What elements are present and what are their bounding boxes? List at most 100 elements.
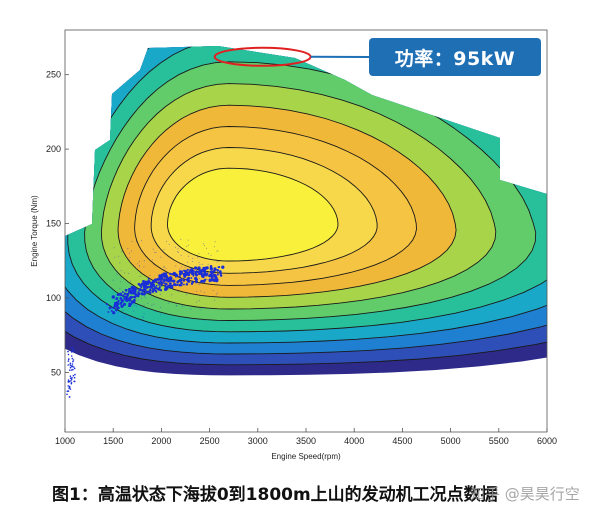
contour-band bbox=[167, 168, 338, 261]
operating-point bbox=[192, 258, 194, 259]
operating-point bbox=[155, 310, 157, 312]
operating-point bbox=[204, 245, 205, 246]
x-tick-label: 1000 bbox=[55, 436, 75, 446]
operating-point bbox=[67, 379, 70, 381]
operating-point bbox=[200, 279, 204, 283]
x-tick-label: 4000 bbox=[344, 436, 364, 446]
operating-point bbox=[202, 269, 205, 273]
operating-point bbox=[133, 310, 135, 312]
operating-point bbox=[67, 353, 70, 356]
operating-point bbox=[74, 373, 76, 376]
y-axis-label: Engine Torque (Nm) bbox=[30, 195, 39, 267]
operating-point bbox=[148, 288, 152, 292]
operating-point bbox=[186, 294, 188, 296]
operating-point bbox=[152, 287, 155, 291]
operating-point bbox=[69, 362, 72, 365]
operating-point bbox=[141, 316, 143, 318]
operating-point bbox=[198, 262, 200, 263]
operating-point bbox=[168, 243, 170, 245]
operating-point bbox=[166, 285, 170, 289]
operating-point bbox=[177, 252, 179, 253]
operating-point bbox=[176, 280, 179, 284]
operating-point bbox=[167, 302, 169, 304]
operating-point bbox=[115, 297, 119, 300]
figure-caption: 图1：高温状态下海拔0到1800m上山的发动机工况点数据 bbox=[52, 485, 498, 505]
operating-point bbox=[162, 272, 166, 276]
operating-point bbox=[196, 301, 198, 303]
operating-point bbox=[154, 286, 158, 290]
operating-point bbox=[119, 287, 121, 289]
operating-point bbox=[216, 261, 218, 263]
operating-point bbox=[162, 251, 164, 253]
operating-point bbox=[139, 275, 141, 277]
operating-point bbox=[134, 303, 136, 305]
operating-point bbox=[180, 284, 183, 287]
operating-point bbox=[182, 305, 184, 307]
x-tick-label: 3500 bbox=[296, 436, 316, 446]
operating-point bbox=[147, 302, 149, 304]
operating-point bbox=[216, 273, 219, 276]
contour-line bbox=[117, 104, 457, 298]
operating-point bbox=[130, 303, 133, 306]
operating-point bbox=[209, 267, 213, 271]
operating-point bbox=[199, 264, 201, 266]
operating-point bbox=[202, 279, 206, 283]
operating-point bbox=[191, 272, 195, 276]
operating-point bbox=[207, 279, 208, 280]
operating-point bbox=[136, 263, 138, 265]
operating-point bbox=[165, 275, 167, 277]
x-tick-label: 4500 bbox=[392, 436, 412, 446]
operating-point bbox=[212, 290, 214, 291]
operating-point bbox=[132, 291, 135, 294]
operating-point bbox=[129, 257, 131, 259]
operating-point bbox=[130, 285, 134, 290]
operating-point bbox=[115, 309, 118, 312]
operating-point bbox=[148, 285, 151, 288]
operating-point bbox=[108, 306, 112, 310]
operating-point bbox=[208, 275, 210, 277]
operating-point bbox=[162, 278, 166, 283]
operating-point bbox=[195, 270, 199, 273]
operating-point bbox=[121, 291, 124, 294]
operating-point bbox=[197, 256, 199, 258]
operating-point bbox=[72, 350, 75, 352]
operating-point bbox=[190, 277, 193, 279]
operating-point bbox=[166, 278, 171, 283]
operating-point bbox=[124, 288, 128, 292]
operating-point bbox=[194, 276, 198, 281]
operating-point bbox=[191, 261, 193, 262]
operating-point bbox=[145, 294, 146, 296]
operating-point bbox=[143, 313, 145, 315]
operating-point bbox=[160, 313, 162, 315]
operating-point bbox=[187, 244, 189, 246]
operating-point bbox=[116, 310, 118, 312]
operating-point bbox=[170, 279, 172, 280]
contour-line bbox=[65, 46, 547, 355]
operating-point bbox=[173, 272, 177, 276]
operating-point bbox=[181, 266, 183, 268]
contour-line bbox=[150, 147, 378, 274]
y-tick-label: 50 bbox=[51, 367, 61, 377]
operating-point bbox=[69, 369, 71, 372]
operating-point bbox=[129, 317, 131, 319]
operating-point bbox=[118, 292, 123, 296]
operating-point bbox=[141, 239, 142, 241]
operating-point bbox=[209, 278, 214, 282]
operating-point bbox=[122, 301, 124, 303]
operating-point bbox=[119, 262, 121, 264]
operating-point bbox=[137, 299, 139, 301]
operating-point bbox=[124, 272, 126, 274]
operating-point bbox=[206, 247, 207, 249]
operating-point bbox=[215, 276, 218, 279]
y-axis-ticks: 50 100 150 200 250 bbox=[46, 70, 69, 377]
operating-point bbox=[116, 270, 118, 272]
operating-point bbox=[69, 366, 72, 369]
operating-point bbox=[152, 248, 154, 250]
operating-point bbox=[169, 278, 173, 282]
operating-point bbox=[155, 252, 157, 253]
operating-point bbox=[153, 303, 155, 305]
operating-point bbox=[72, 348, 74, 351]
operating-point bbox=[113, 247, 115, 249]
operating-point bbox=[130, 280, 132, 282]
